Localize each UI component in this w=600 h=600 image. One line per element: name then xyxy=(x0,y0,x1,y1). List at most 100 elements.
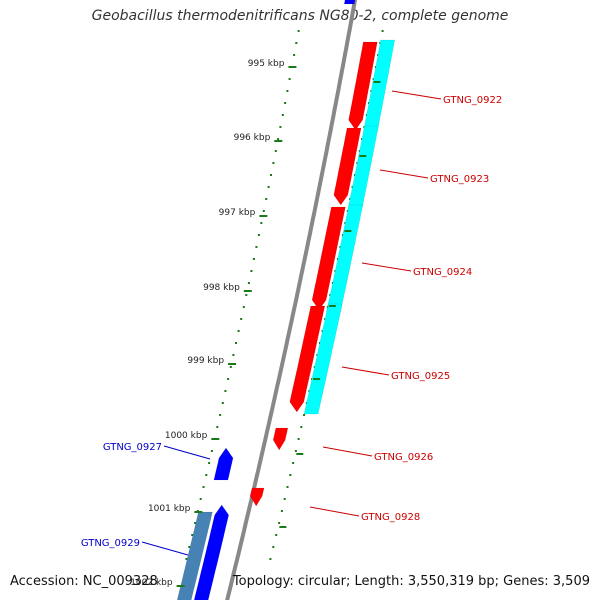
inner-dot xyxy=(202,486,205,488)
ruler-tick xyxy=(228,363,237,365)
inner-dot xyxy=(279,126,282,128)
inner-dot xyxy=(250,270,253,272)
ruler-tick xyxy=(288,66,297,68)
inner-dot xyxy=(257,234,260,236)
ruler-tick xyxy=(243,290,252,292)
genome-summary-text: Topology: circular; Length: 3,550,319 bp… xyxy=(232,574,590,589)
inner-dot xyxy=(265,198,268,200)
inner-dot xyxy=(293,54,296,56)
gene-label-layer: GTNG_0922 GTNG_0923 GTNG_0924 GTNG_0925 GTNG… xyxy=(81,90,502,556)
inner-dot xyxy=(255,246,258,248)
outer-tick xyxy=(313,378,321,380)
gene-arrow-gtng_0926[interactable] xyxy=(272,427,289,451)
label-leader-line xyxy=(391,90,442,100)
inner-dot xyxy=(295,42,298,44)
inner-dot xyxy=(274,150,277,152)
label-leader-line xyxy=(322,446,373,457)
inner-dot xyxy=(286,90,289,92)
ruler-tick xyxy=(274,140,283,142)
gene-arrow-gtng_0924[interactable] xyxy=(311,206,346,311)
inner-dot xyxy=(245,294,248,296)
ruler-tick-label: 996 kbp xyxy=(234,133,271,143)
inner-dot xyxy=(208,462,211,464)
outer-dot xyxy=(283,498,286,500)
gene-label-gtng_0929[interactable]: GTNG_0929 xyxy=(81,538,140,549)
outer-dot xyxy=(300,426,303,428)
outer-dot xyxy=(269,558,272,560)
label-leader-line xyxy=(163,445,211,460)
gene-label-gtng_0925[interactable]: GTNG_0925 xyxy=(391,371,450,382)
ruler-tick xyxy=(194,511,203,513)
ruler-tick xyxy=(176,585,185,587)
gene-arrow-gtng_0928[interactable] xyxy=(249,487,265,507)
ruler-tick xyxy=(259,215,268,217)
gene-label-gtng_0924[interactable]: GTNG_0924 xyxy=(413,267,472,278)
gene-label-gtng_0928[interactable]: GTNG_0928 xyxy=(361,512,420,523)
gene-arrow-partial[interactable] xyxy=(344,0,356,5)
outer-dot xyxy=(286,486,289,488)
inner-dot xyxy=(219,414,222,416)
outer-dot xyxy=(297,438,300,440)
feature-layer xyxy=(176,0,395,600)
outer-dot xyxy=(272,546,275,548)
gene-label-gtng_0922[interactable]: GTNG_0922 xyxy=(443,95,502,106)
outer-tick xyxy=(359,155,367,157)
outer-dot xyxy=(294,450,297,452)
gene-arrow-gtng_0929[interactable] xyxy=(193,504,229,600)
inner-dot xyxy=(260,222,263,224)
cds-segment[interactable] xyxy=(303,303,343,415)
position-ruler: 995 kbp 996 kbp 997 kbp 998 kbp 999 kbp 1000 … xyxy=(130,59,381,588)
outer-dot xyxy=(303,414,306,416)
inner-dot xyxy=(247,282,250,284)
inner-dot xyxy=(281,114,284,116)
gene-label-gtng_0927[interactable]: GTNG_0927 xyxy=(103,442,162,453)
inner-dot xyxy=(262,210,265,212)
outer-tick xyxy=(279,526,287,528)
outer-tick xyxy=(373,81,381,83)
gene-arrow-gtng_0923[interactable] xyxy=(333,127,362,206)
outer-dot xyxy=(280,510,283,512)
outer-dot xyxy=(278,522,281,524)
outer-dot xyxy=(275,534,278,536)
inner-dot xyxy=(240,318,243,320)
outer-tick xyxy=(296,453,304,455)
inner-dot xyxy=(227,378,230,380)
label-leader-line xyxy=(361,262,412,272)
inner-dot xyxy=(194,522,197,524)
ruler-tick-label: 997 kbp xyxy=(219,208,256,218)
outer-dot xyxy=(292,462,295,464)
inner-dot xyxy=(224,390,227,392)
map-title: Geobacillus thermodenitrificans NG80-2, … xyxy=(91,8,509,24)
gene-label-gtng_0926[interactable]: GTNG_0926 xyxy=(374,452,433,463)
ruler-tick-label: 999 kbp xyxy=(187,356,224,366)
ruler-tick-label: 995 kbp xyxy=(248,59,285,69)
label-leader-line xyxy=(341,366,390,376)
inner-dot xyxy=(199,498,202,500)
inner-dot xyxy=(185,558,188,560)
gene-arrow-gtng_0927[interactable] xyxy=(213,447,234,481)
inner-dot xyxy=(242,306,245,308)
inner-dot xyxy=(229,366,232,368)
ruler-tick-label: 1001 kbp xyxy=(148,504,191,514)
cds-segment[interactable] xyxy=(362,39,395,133)
inner-dot xyxy=(277,138,280,140)
gene-arrow-gtng_0925[interactable] xyxy=(289,305,326,413)
gene-label-gtng_0923[interactable]: GTNG_0923 xyxy=(430,174,489,185)
outer-dot xyxy=(289,474,292,476)
cds-segment[interactable] xyxy=(348,125,379,208)
inner-dot xyxy=(188,546,191,548)
inner-dot xyxy=(272,162,275,164)
gene-arrow-gtng_0922[interactable] xyxy=(348,41,378,131)
inner-dot xyxy=(210,450,213,452)
inner-dot xyxy=(237,330,240,332)
inner-dot xyxy=(288,78,291,80)
inner-dot xyxy=(235,342,237,344)
inner-dot xyxy=(205,474,208,476)
inner-dot xyxy=(252,258,255,260)
outer-tick xyxy=(328,305,336,307)
inner-dot xyxy=(221,402,224,404)
inner-dotted-ring xyxy=(185,30,300,560)
outer-tick xyxy=(344,230,352,232)
inner-dot xyxy=(284,102,287,104)
cds-segment-reverse[interactable] xyxy=(176,511,213,600)
